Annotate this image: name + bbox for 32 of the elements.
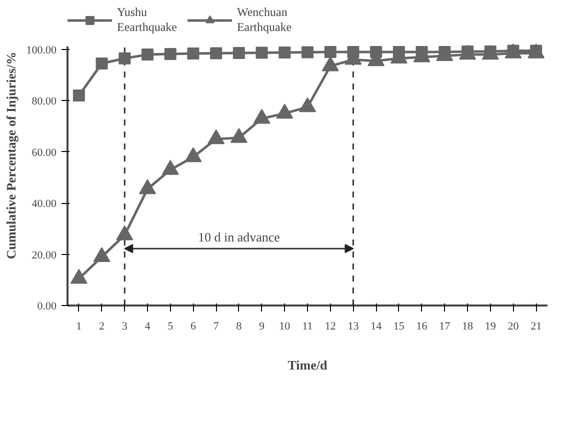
x-tick-label: 6 <box>190 320 196 332</box>
y-tick-label: 40.00 <box>32 198 57 210</box>
legend-label: Wenchuan Earthquake <box>236 5 292 35</box>
x-tick-label: 7 <box>213 320 220 332</box>
y-tick-label: 100.00 <box>26 44 57 56</box>
y-tick-label: 20.00 <box>32 249 57 262</box>
y-tick-label: 80.00 <box>32 96 57 108</box>
x-tick-label: 2 <box>99 320 105 332</box>
x-tick-label: 1 <box>76 320 82 332</box>
x-tick-label: 13 <box>348 320 360 332</box>
x-tick-label: 12 <box>324 320 336 332</box>
x-tick-label: 9 <box>259 320 266 332</box>
x-tick-label: 8 <box>236 320 242 332</box>
x-tick-label: 15 <box>393 320 405 332</box>
annotation: 10 d in advance <box>198 230 280 244</box>
x-tick-label: 21 <box>530 320 542 332</box>
x-tick-label: 20 <box>508 320 520 332</box>
x-tick-label: 11 <box>302 320 313 332</box>
y-tick-label: 0.00 <box>37 300 57 312</box>
x-tick-label: 17 <box>439 320 451 332</box>
x-tick-label: 5 <box>168 320 174 332</box>
y-axis-title: Cumulative Percentage of Injuries/% <box>3 52 18 260</box>
y-tick-label: 60.00 <box>32 146 57 159</box>
x-tick-label: 18 <box>462 320 474 332</box>
x-tick-label: 3 <box>122 320 128 332</box>
legend-label: Yushu Eearthquake <box>117 5 177 35</box>
x-tick-label: 19 <box>484 320 496 332</box>
x-tick-label: 16 <box>416 320 428 332</box>
x-tick-label: 10 <box>279 320 291 332</box>
x-tick-label: 14 <box>370 320 382 332</box>
x-tick-label: 4 <box>144 320 151 332</box>
x-axis-title: Time/d <box>288 358 328 372</box>
